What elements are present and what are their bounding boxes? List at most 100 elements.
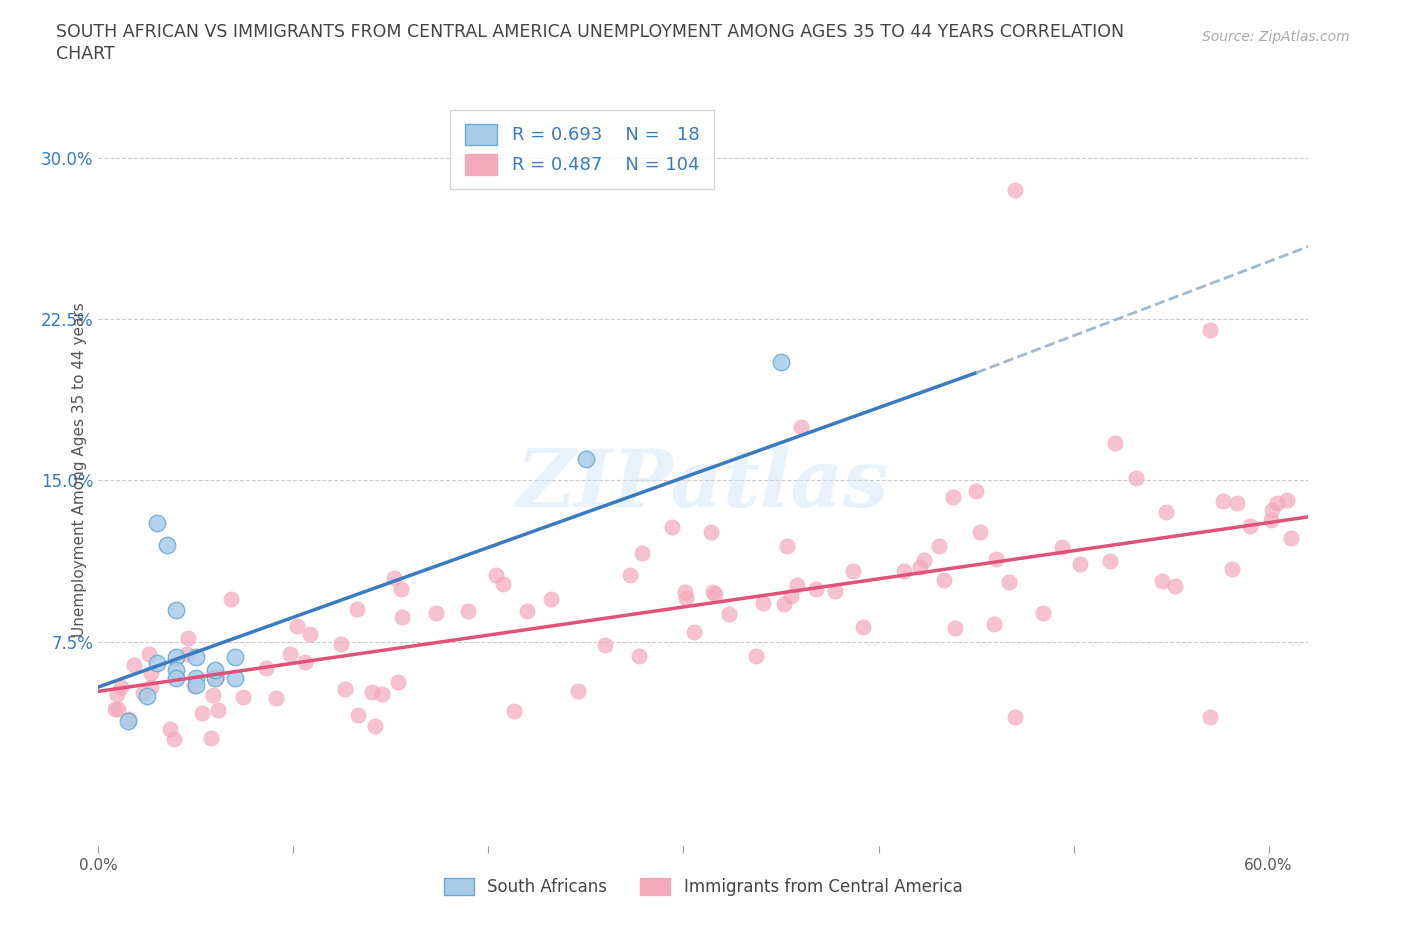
- Point: [932, 572, 955, 587]
- Point: [804, 581, 827, 596]
- Point: [330, 637, 353, 652]
- Point: [772, 596, 794, 611]
- Point: [1104, 436, 1126, 451]
- Point: [661, 520, 683, 535]
- Point: [503, 703, 526, 718]
- Point: [346, 602, 368, 617]
- Point: [780, 589, 803, 604]
- Point: [165, 649, 187, 664]
- Point: [299, 627, 322, 642]
- Point: [1267, 496, 1289, 511]
- Point: [631, 545, 654, 560]
- Point: [457, 604, 479, 618]
- Point: [1125, 470, 1147, 485]
- Point: [1152, 573, 1174, 588]
- Point: [786, 578, 808, 592]
- Point: [333, 681, 356, 696]
- Point: [852, 619, 875, 634]
- Point: [384, 571, 406, 586]
- Point: [1154, 504, 1177, 519]
- Point: [1277, 493, 1299, 508]
- Point: [285, 618, 308, 633]
- Point: [224, 671, 246, 685]
- Point: [177, 631, 200, 645]
- Point: [1212, 493, 1234, 508]
- Point: [998, 575, 1021, 590]
- Point: [567, 684, 589, 698]
- Point: [965, 484, 987, 498]
- Point: [232, 690, 254, 705]
- Point: [122, 658, 145, 672]
- Point: [294, 655, 316, 670]
- Point: [912, 553, 935, 568]
- Point: [191, 705, 214, 720]
- Point: [200, 730, 222, 745]
- Point: [219, 591, 242, 606]
- Point: [389, 582, 412, 597]
- Point: [1032, 605, 1054, 620]
- Point: [1226, 496, 1249, 511]
- Point: [1164, 578, 1187, 593]
- Point: [107, 701, 129, 716]
- Point: [165, 662, 187, 677]
- Point: [347, 708, 370, 723]
- Y-axis label: Unemployment Among Ages 35 to 44 years: Unemployment Among Ages 35 to 44 years: [72, 302, 87, 637]
- Point: [165, 602, 187, 617]
- Point: [146, 656, 169, 671]
- Point: [184, 649, 207, 664]
- Point: [595, 637, 617, 652]
- Point: [893, 564, 915, 578]
- Point: [675, 591, 697, 605]
- Point: [941, 489, 963, 504]
- Point: [824, 583, 846, 598]
- Point: [278, 647, 301, 662]
- Point: [842, 564, 865, 578]
- Point: [1099, 553, 1122, 568]
- Text: ZIPatlas: ZIPatlas: [517, 446, 889, 524]
- Point: [984, 551, 1007, 566]
- Point: [704, 586, 727, 601]
- Legend: South Africans, Immigrants from Central America: South Africans, Immigrants from Central …: [437, 871, 969, 903]
- Text: CHART: CHART: [56, 45, 115, 62]
- Point: [1220, 561, 1243, 576]
- Point: [619, 567, 641, 582]
- Point: [789, 419, 811, 434]
- Point: [425, 605, 447, 620]
- Point: [264, 690, 287, 705]
- Point: [718, 606, 741, 621]
- Point: [159, 722, 181, 737]
- Point: [575, 451, 598, 466]
- Point: [183, 679, 205, 694]
- Point: [136, 688, 159, 703]
- Point: [163, 731, 186, 746]
- Point: [391, 609, 413, 624]
- Point: [969, 525, 991, 539]
- Point: [141, 680, 163, 695]
- Point: [983, 617, 1005, 631]
- Point: [132, 685, 155, 700]
- Point: [184, 671, 207, 685]
- Point: [207, 670, 229, 684]
- Point: [360, 684, 382, 699]
- Point: [139, 665, 162, 680]
- Point: [1279, 530, 1302, 545]
- Point: [1050, 539, 1073, 554]
- Point: [627, 649, 650, 664]
- Text: SOUTH AFRICAN VS IMMIGRANTS FROM CENTRAL AMERICA UNEMPLOYMENT AMONG AGES 35 TO 4: SOUTH AFRICAN VS IMMIGRANTS FROM CENTRAL…: [56, 23, 1125, 41]
- Point: [1199, 710, 1222, 724]
- Point: [207, 702, 229, 717]
- Point: [928, 538, 950, 553]
- Point: [138, 646, 160, 661]
- Point: [1004, 182, 1026, 197]
- Point: [117, 712, 139, 727]
- Point: [540, 591, 562, 606]
- Point: [254, 661, 277, 676]
- Text: Source: ZipAtlas.com: Source: ZipAtlas.com: [1202, 30, 1350, 44]
- Point: [1199, 323, 1222, 338]
- Point: [702, 584, 724, 599]
- Point: [1239, 518, 1261, 533]
- Point: [105, 686, 128, 701]
- Legend: R = 0.693    N =   18, R = 0.487    N = 104: R = 0.693 N = 18, R = 0.487 N = 104: [450, 110, 714, 189]
- Point: [492, 577, 515, 591]
- Point: [204, 671, 226, 685]
